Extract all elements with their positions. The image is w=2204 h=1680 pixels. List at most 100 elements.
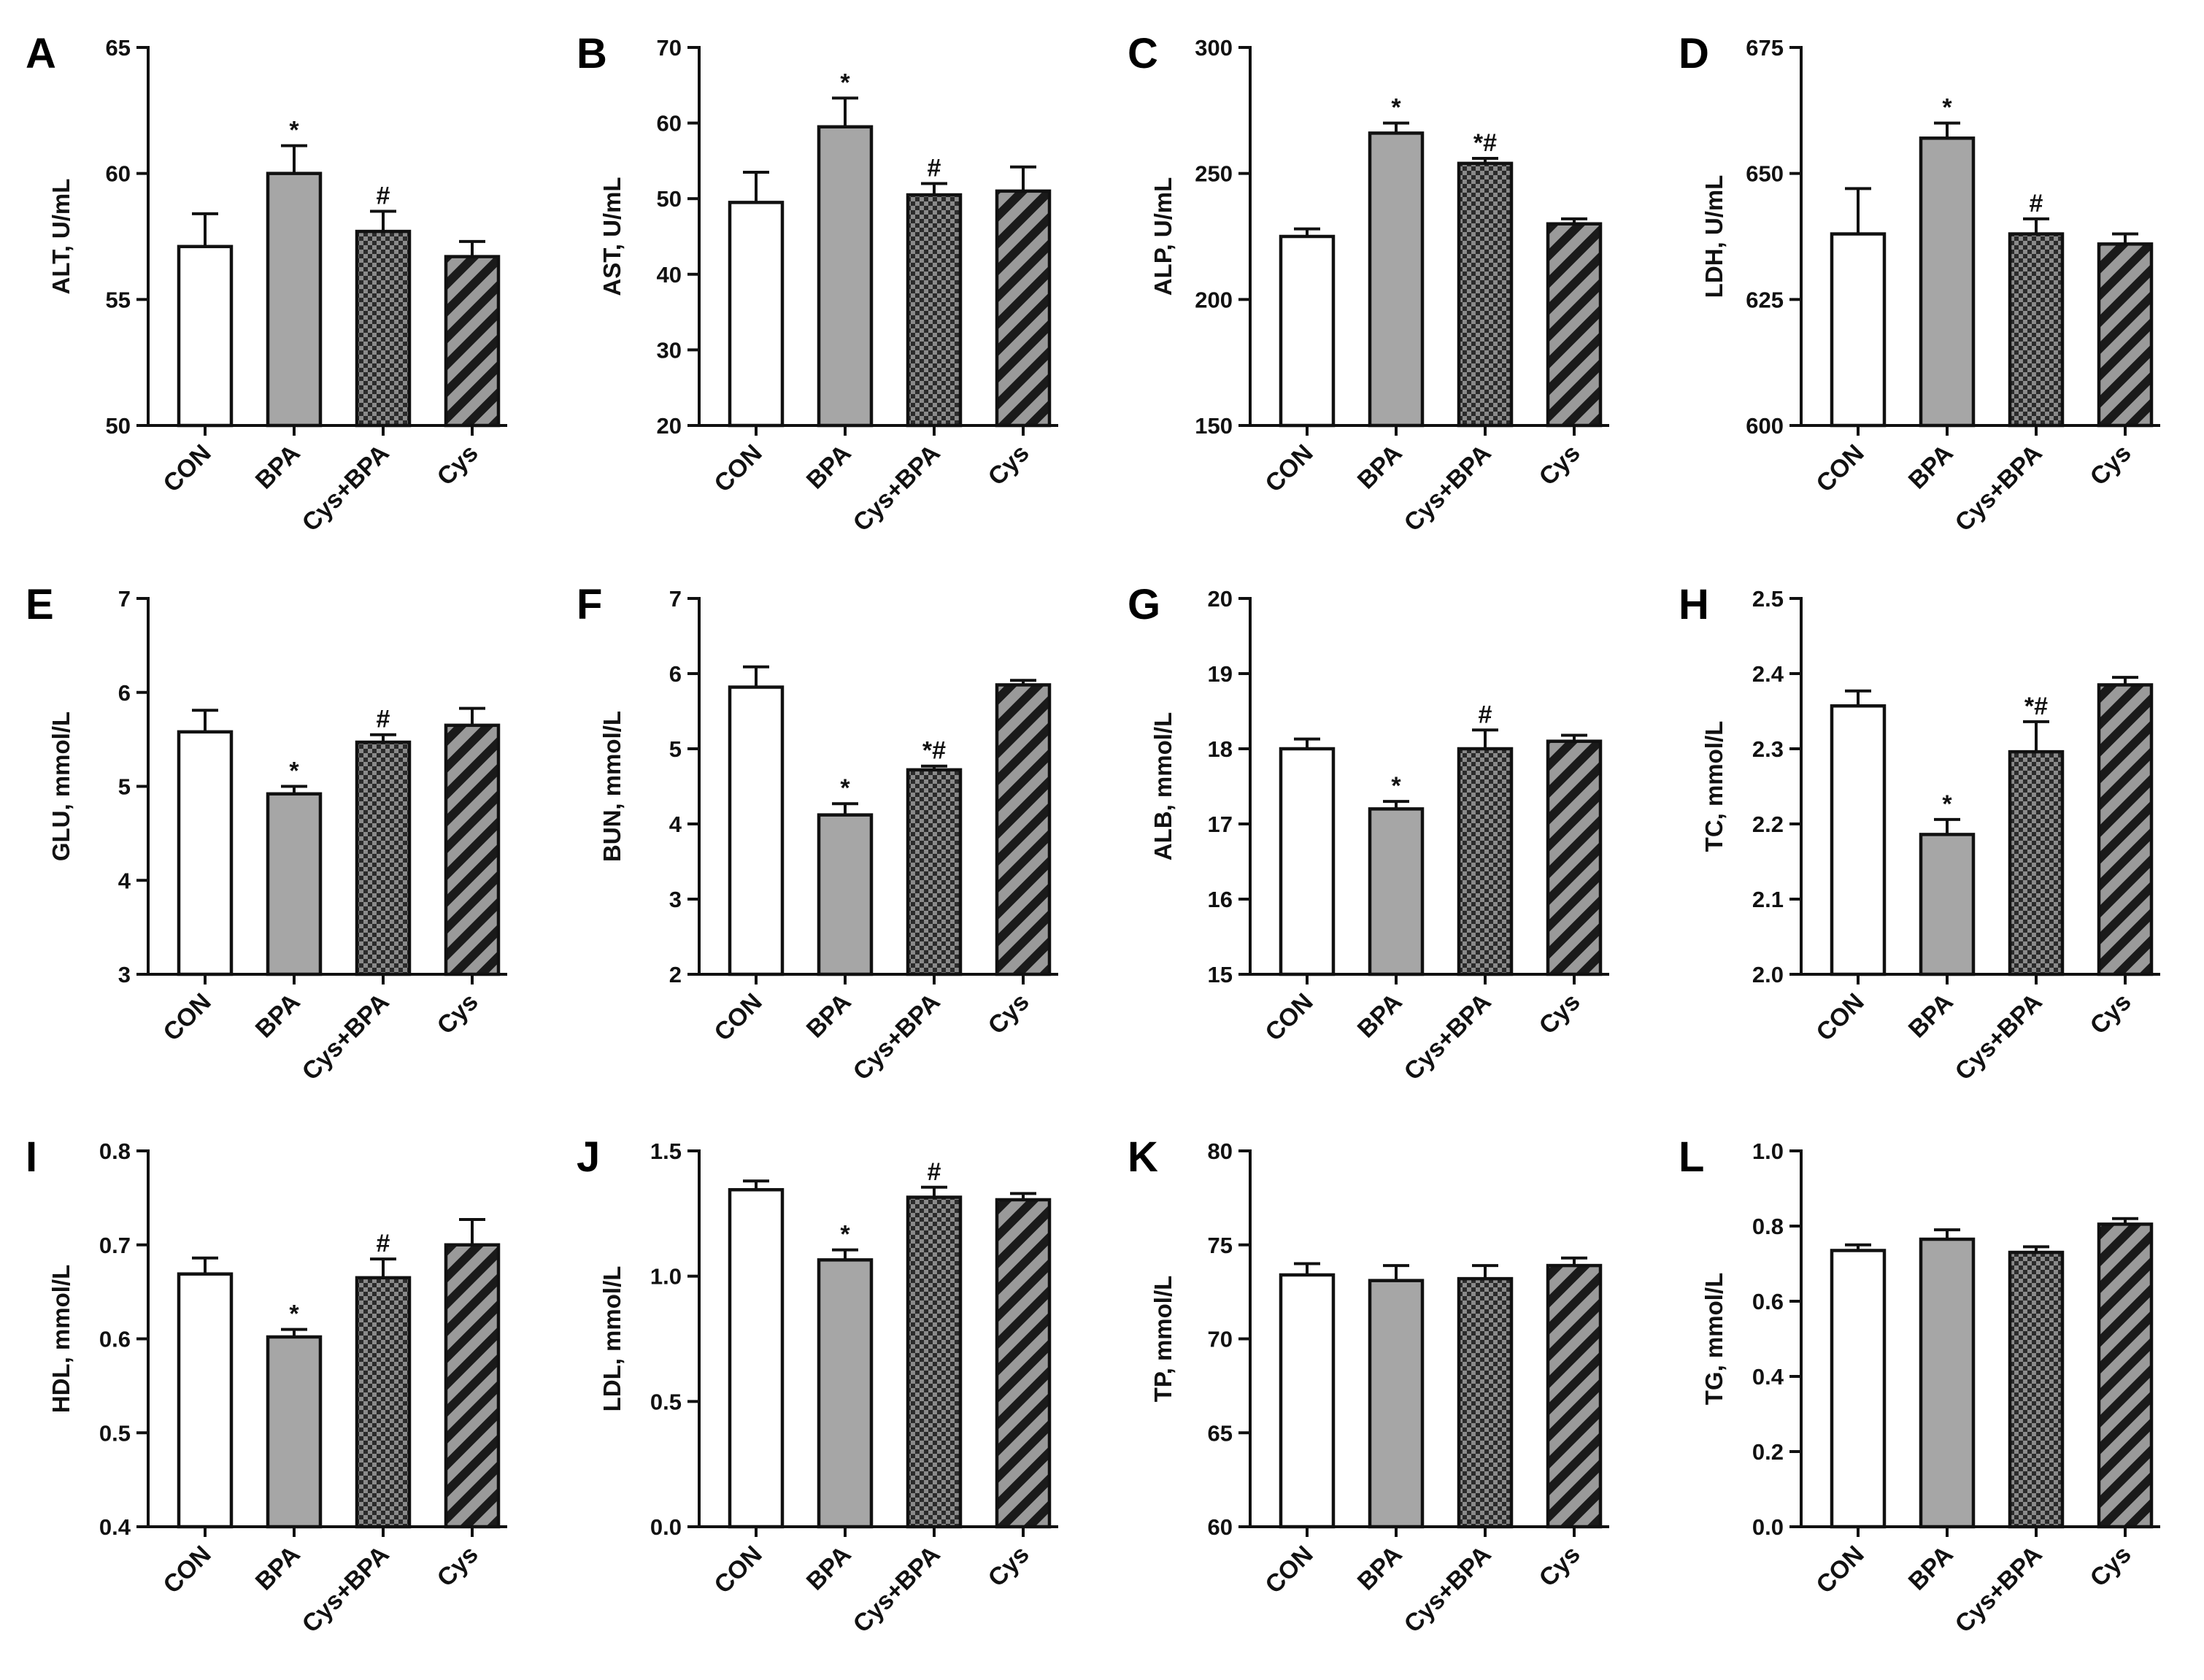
category-label: Cys	[432, 1541, 484, 1592]
bar-con	[728, 201, 785, 428]
y-tick-label: 0.5	[99, 1420, 131, 1446]
bar-cys	[1546, 1263, 1603, 1529]
significance-marker: *	[840, 774, 850, 802]
bar-bpa	[1368, 131, 1425, 428]
significance-marker: #	[2030, 190, 2043, 217]
y-tick-label: 50	[106, 413, 131, 439]
category-label: BPA	[1352, 988, 1408, 1044]
bar-cys-bpa	[1457, 747, 1514, 976]
category-label: Cys	[2085, 439, 2137, 491]
y-tick-label: 3	[669, 887, 682, 912]
bar-bpa	[1919, 833, 1976, 976]
category-label: Cys	[432, 439, 484, 491]
category-label: BPA	[1352, 439, 1408, 495]
y-tick-label: 0.4	[99, 1514, 131, 1540]
significance-marker: *	[1391, 94, 1401, 122]
y-tick-label: 300	[1195, 35, 1233, 61]
panel-letter: K	[1128, 1133, 1158, 1181]
y-tick-label: 600	[1746, 413, 1784, 439]
y-tick-label: 2.5	[1752, 586, 1784, 612]
y-tick-label: 250	[1195, 161, 1233, 187]
bar-con	[1279, 1273, 1336, 1529]
category-label: Cys+BPA	[1950, 439, 2048, 537]
bar-cys	[2097, 1222, 2154, 1529]
y-tick-label: 675	[1746, 35, 1784, 61]
y-tick-label: 0.7	[99, 1233, 131, 1258]
category-label: CON	[709, 439, 767, 498]
category-label: CON	[158, 439, 216, 498]
y-tick-label: 65	[106, 35, 131, 61]
category-label: Cys+BPA	[1399, 1541, 1497, 1638]
category-label: BPA	[250, 439, 306, 495]
bar-bpa	[1919, 1237, 1976, 1529]
panel-letter: D	[1679, 30, 1709, 77]
panel-letter: C	[1128, 30, 1158, 77]
category-label: Cys	[983, 1541, 1035, 1592]
category-label: CON	[1260, 439, 1318, 498]
y-tick-label: 2	[669, 962, 682, 987]
panel-letter: A	[26, 30, 56, 77]
y-tick-label: 4	[118, 868, 131, 893]
panel-I: I 0.4 0.5 0.6 0.7 0.8 HDL, mmol/L CON BPA * Cys+BP…	[26, 1133, 507, 1638]
y-tick-label: 6	[118, 680, 131, 706]
panel-H: H 2.0 2.1 2.2 2.3 2.4 2.5 TC, mmol/L CON BPA * Cys+…	[1679, 581, 2160, 1086]
significance-marker: #	[377, 1230, 390, 1257]
bar-cys-bpa	[1457, 161, 1514, 428]
y-axis-title: LDL, mmol/L	[598, 1266, 625, 1412]
panel-C: C 150 200 250 300 ALP, U/mL CON BPA * Cys+BPA *# Cy…	[1128, 30, 1609, 537]
category-label: CON	[1260, 988, 1318, 1047]
bar-cys-bpa	[355, 740, 412, 976]
category-label: Cys+BPA	[848, 439, 946, 537]
bar-con	[728, 685, 785, 976]
bar-bpa	[1919, 136, 1976, 428]
category-label: Cys+BPA	[297, 988, 395, 1086]
bar-bpa	[266, 1335, 323, 1529]
y-tick-label: 2.3	[1752, 736, 1784, 762]
y-tick-label: 1.0	[650, 1264, 682, 1290]
y-tick-label: 70	[657, 35, 682, 61]
bar-cys	[1546, 739, 1603, 976]
y-tick-label: 1.5	[650, 1138, 682, 1164]
category-label: CON	[1811, 1541, 1869, 1599]
y-tick-label: 75	[1208, 1233, 1233, 1258]
y-tick-label: 20	[1208, 586, 1233, 612]
category-label: Cys	[2085, 1541, 2137, 1592]
y-tick-label: 60	[106, 161, 131, 187]
y-tick-label: 40	[657, 262, 682, 288]
bar-cys-bpa	[1457, 1276, 1514, 1529]
significance-marker: #	[928, 154, 941, 182]
bar-cys	[1546, 222, 1603, 428]
category-label: Cys	[983, 439, 1035, 491]
category-label: Cys	[983, 988, 1035, 1040]
y-axis-title: ALP, U/mL	[1149, 177, 1176, 296]
category-label: BPA	[250, 988, 306, 1044]
bar-cys	[995, 189, 1052, 428]
significance-marker: #	[1479, 701, 1492, 728]
category-label: Cys+BPA	[1399, 439, 1497, 537]
y-tick-label: 20	[657, 413, 682, 439]
category-label: BPA	[1903, 1541, 1959, 1596]
y-axis-title: TC, mmol/L	[1700, 721, 1727, 852]
bar-cys-bpa	[906, 1195, 963, 1529]
y-tick-label: 0.6	[1752, 1289, 1784, 1314]
bar-bpa	[1368, 1279, 1425, 1529]
y-tick-label: 0.8	[99, 1138, 131, 1164]
significance-marker: #	[928, 1158, 941, 1186]
bar-cys	[444, 723, 501, 976]
panel-G: G 15 16 17 18 19 20 ALB, mmol/L CON BPA * Cys+BPA # C…	[1128, 581, 1609, 1086]
y-tick-label: 1.0	[1752, 1138, 1784, 1164]
y-axis-title: BUN, mmol/L	[598, 711, 625, 862]
panel-letter: G	[1128, 581, 1160, 628]
bar-con	[1830, 704, 1887, 976]
bar-con	[1279, 234, 1336, 428]
y-tick-label: 2.0	[1752, 962, 1784, 987]
panel-letter: H	[1679, 581, 1709, 628]
y-tick-label: 0.0	[650, 1514, 682, 1540]
y-tick-label: 0.0	[1752, 1514, 1784, 1540]
bar-con	[177, 730, 234, 976]
bar-con	[728, 1187, 785, 1529]
category-label: BPA	[250, 1541, 306, 1596]
significance-marker: *	[1391, 772, 1401, 800]
category-label: CON	[1260, 1541, 1318, 1599]
